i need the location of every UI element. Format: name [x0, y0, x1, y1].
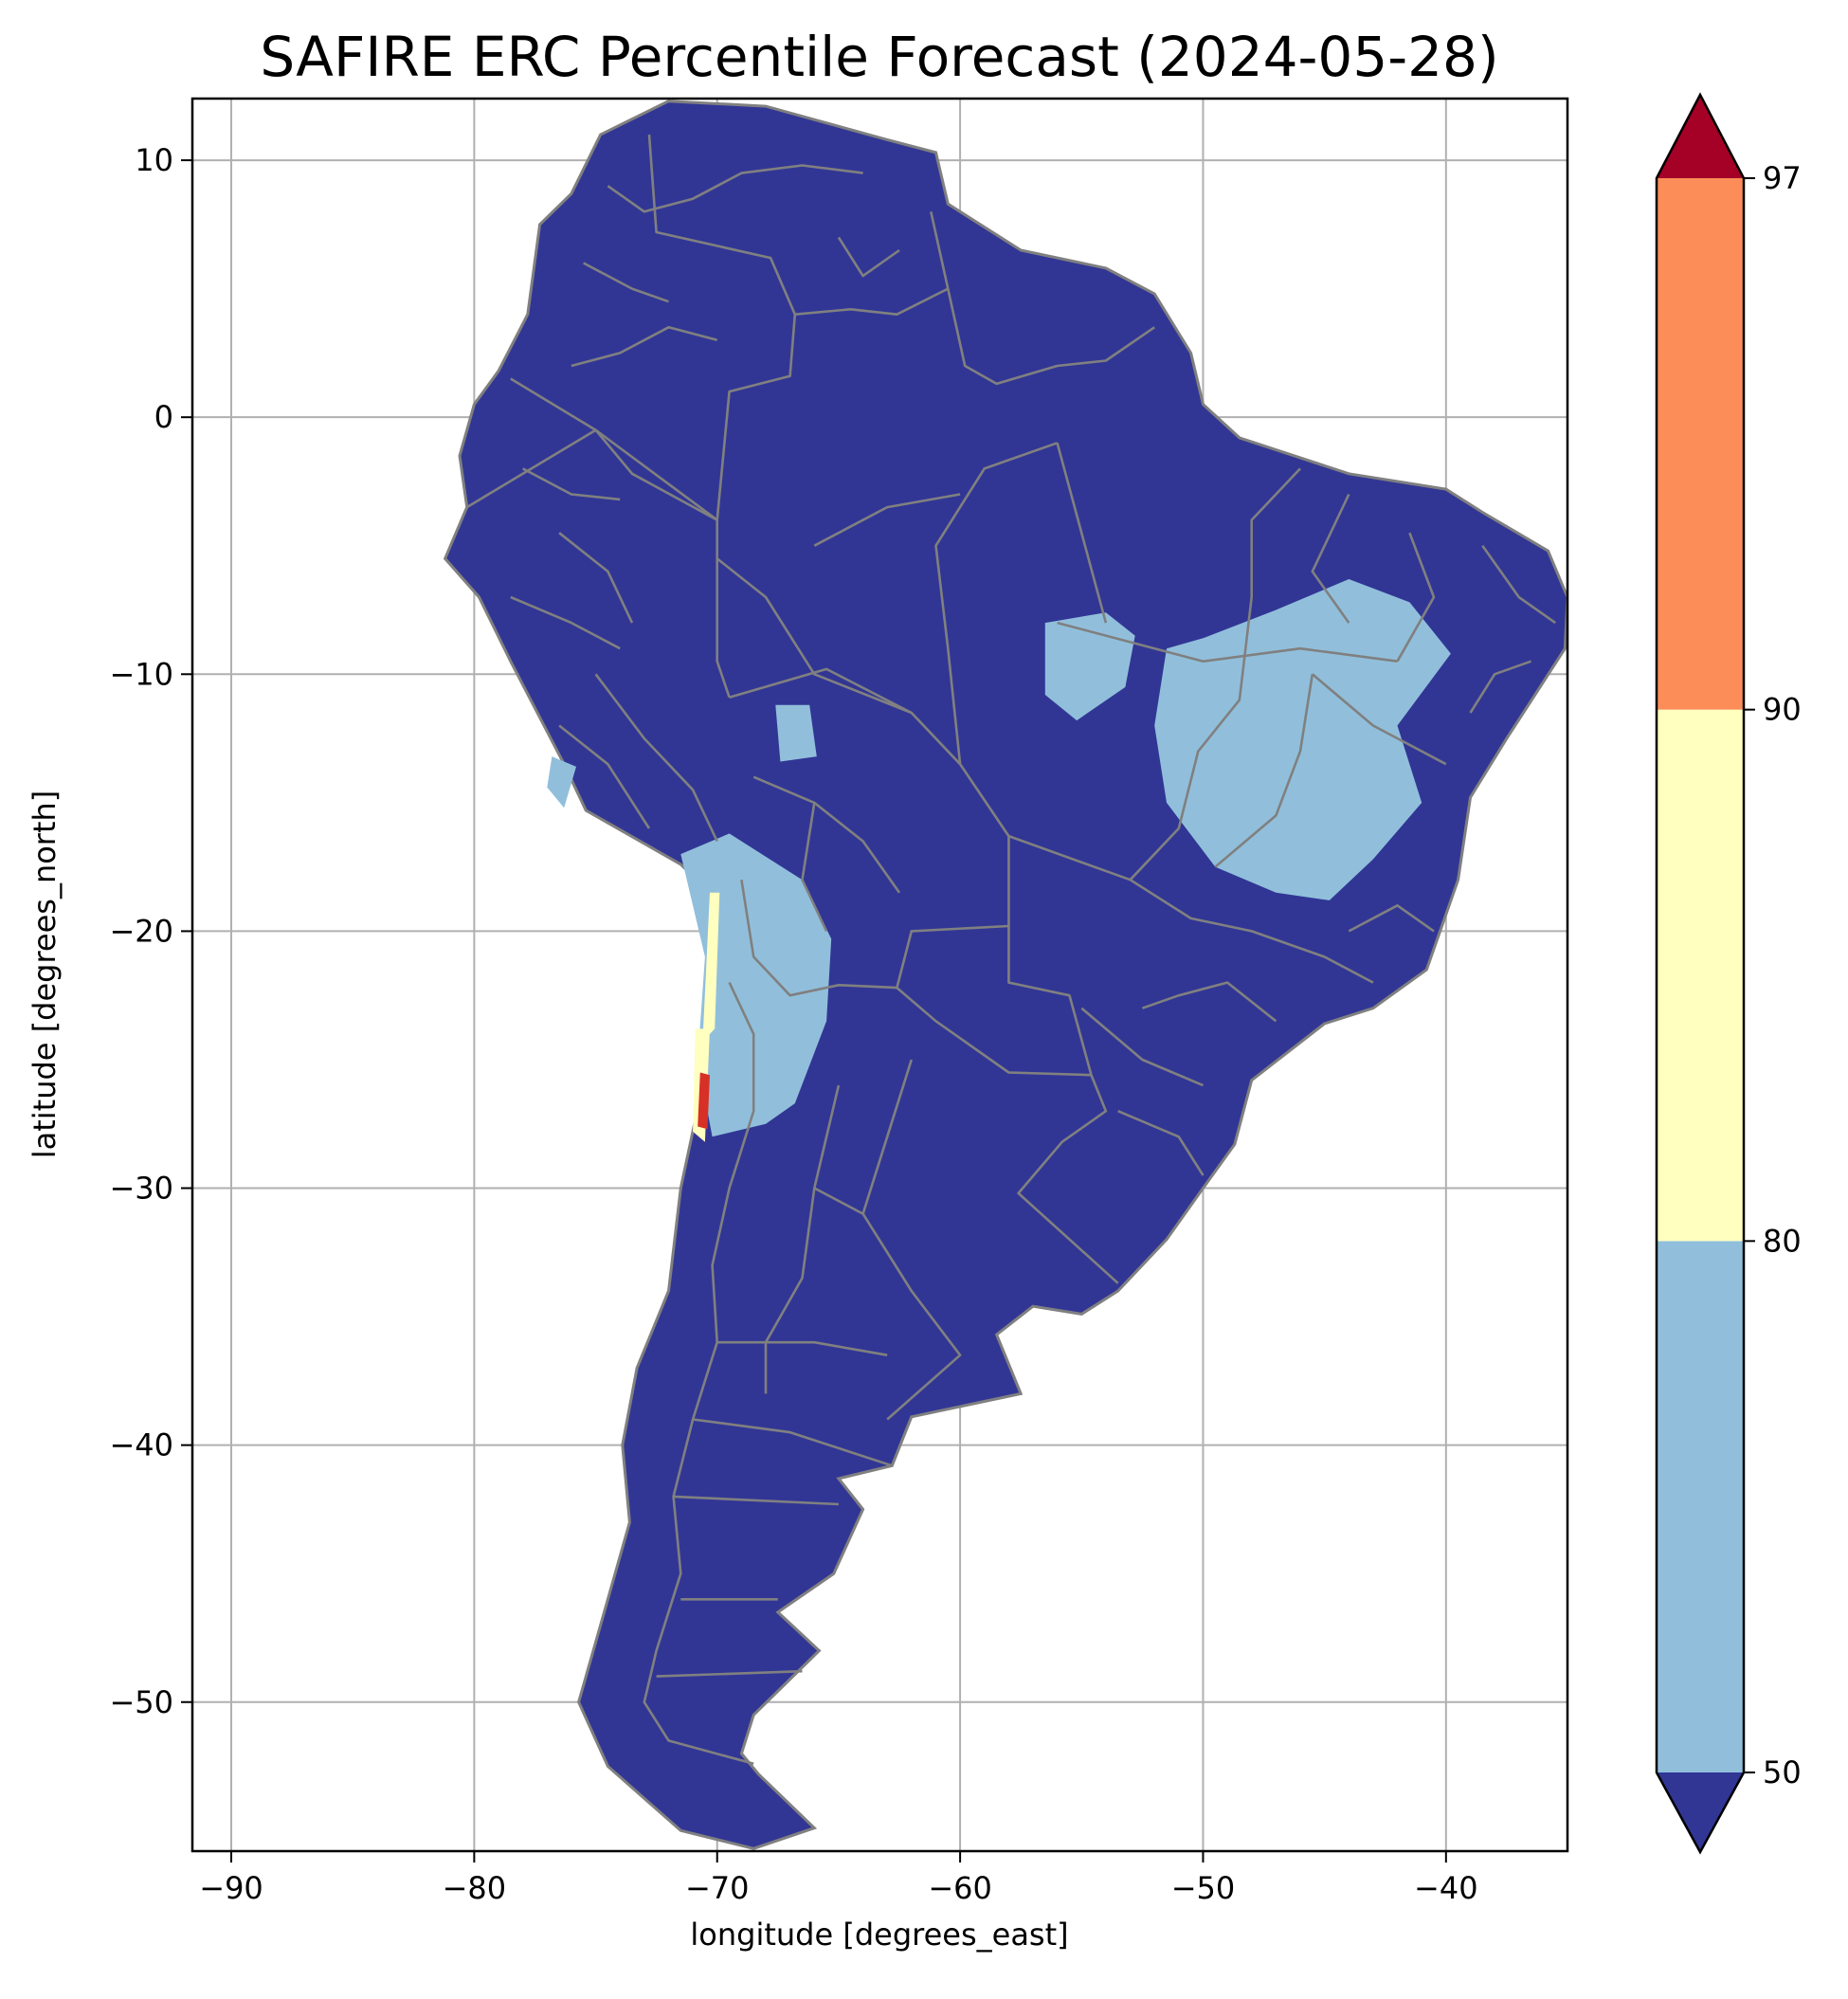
border-line-37 — [571, 326, 718, 368]
border-line-28 — [692, 1418, 893, 1467]
border-line-33 — [558, 724, 651, 829]
border-line-19 — [1250, 467, 1301, 597]
border-line-24 — [861, 1059, 962, 1421]
border-line-4 — [1007, 926, 1093, 1076]
colorbar-segment-0 — [1657, 1241, 1744, 1772]
border-line-21 — [813, 493, 961, 547]
border-line-35 — [558, 532, 634, 624]
map-layer — [443, 100, 1567, 1850]
region-central-brazil-west — [1044, 612, 1135, 721]
border-line-16 — [1214, 674, 1314, 868]
x-axis-ticks: −90 −80 −70 −60 −50 −40 — [199, 1851, 1478, 1906]
border-line-10 — [947, 288, 1155, 386]
border-line-42 — [801, 802, 828, 932]
colorbar-tick-label-3: 97 — [1763, 160, 1802, 196]
region-atacama-hotspot — [698, 1072, 710, 1130]
y-axis-label: latitude [degrees_north] — [27, 791, 63, 1159]
border-line-9 — [794, 211, 950, 316]
border-line-18 — [1396, 532, 1436, 663]
y-axis-ticks: 10 0 −10 −20 −30 −40 −50 — [109, 142, 192, 1720]
border-line-2 — [740, 836, 1010, 997]
border-line-34 — [510, 595, 621, 650]
x-tick-label-3: −60 — [928, 1870, 992, 1906]
region-atacama-strip — [702, 892, 720, 1042]
x-tick-label-1: −80 — [443, 1870, 507, 1906]
x-tick-label-5: −40 — [1414, 1870, 1478, 1906]
colorbar-over-triangle — [1657, 95, 1744, 178]
border-line-25 — [764, 1084, 841, 1394]
border-line-14 — [1007, 834, 1374, 984]
colorbar-under-triangle — [1657, 1772, 1744, 1852]
border-line-12 — [716, 557, 913, 715]
plot-frame — [190, 97, 1569, 1853]
colorbar-tick-label-0: 50 — [1763, 1754, 1802, 1790]
border-line-17 — [1311, 673, 1447, 766]
region-bolivia-north — [775, 704, 817, 762]
colorbar-tick-label-2: 90 — [1763, 692, 1802, 728]
border-line-26 — [813, 1187, 864, 1215]
border-line-23 — [1117, 1110, 1205, 1176]
y-tick-label-4: −30 — [109, 1171, 173, 1207]
border-line-0 — [594, 428, 731, 699]
border-line-27 — [716, 1340, 888, 1356]
border-line-45 — [1469, 660, 1531, 714]
chart-title: SAFIRE ERC Percentile Forecast (2024-05-… — [260, 25, 1498, 89]
border-line-38 — [583, 262, 669, 303]
x-tick-label-0: −90 — [199, 1870, 263, 1906]
y-tick-label-2: −10 — [109, 656, 173, 692]
x-axis-label: longitude [degrees_east] — [690, 1917, 1068, 1953]
border-line-29 — [673, 1495, 839, 1506]
y-tick-label-0: 10 — [135, 142, 173, 178]
border-line-20 — [1056, 442, 1108, 624]
border-line-47 — [1348, 904, 1435, 933]
y-tick-label-6: −50 — [109, 1684, 173, 1720]
border-line-44 — [1481, 544, 1556, 625]
colorbar-segment-2 — [1657, 178, 1744, 710]
x-tick-label-4: −50 — [1171, 1870, 1236, 1906]
border-line-7 — [466, 428, 597, 509]
border-line-39 — [607, 164, 863, 213]
border-line-3 — [896, 987, 1119, 1284]
country-borders — [466, 134, 1556, 1766]
border-line-13 — [1057, 621, 1398, 663]
border-line-46 — [1141, 981, 1277, 1023]
border-line-15 — [1129, 596, 1253, 881]
border-line-43 — [1311, 493, 1350, 624]
y-tick-label-3: −20 — [109, 913, 173, 949]
border-line-31 — [656, 1669, 803, 1678]
border-line-11 — [934, 442, 1059, 765]
x-tick-label-2: −70 — [685, 1870, 750, 1906]
colorbar-tick-label-1: 80 — [1763, 1223, 1802, 1259]
border-line-40 — [837, 236, 900, 278]
border-line-41 — [752, 775, 901, 894]
region-peru-coast — [547, 756, 576, 809]
colorbar-segment-1 — [1657, 709, 1744, 1242]
border-line-6 — [510, 377, 718, 521]
colorbar: 50 80 90 97 — [1655, 92, 1802, 1855]
y-tick-label-1: 0 — [154, 399, 173, 435]
border-line-32 — [594, 673, 718, 843]
y-tick-label-5: −40 — [109, 1427, 173, 1463]
region-continent — [443, 100, 1567, 1850]
border-line-22 — [1080, 1007, 1205, 1087]
border-line-36 — [522, 467, 621, 501]
